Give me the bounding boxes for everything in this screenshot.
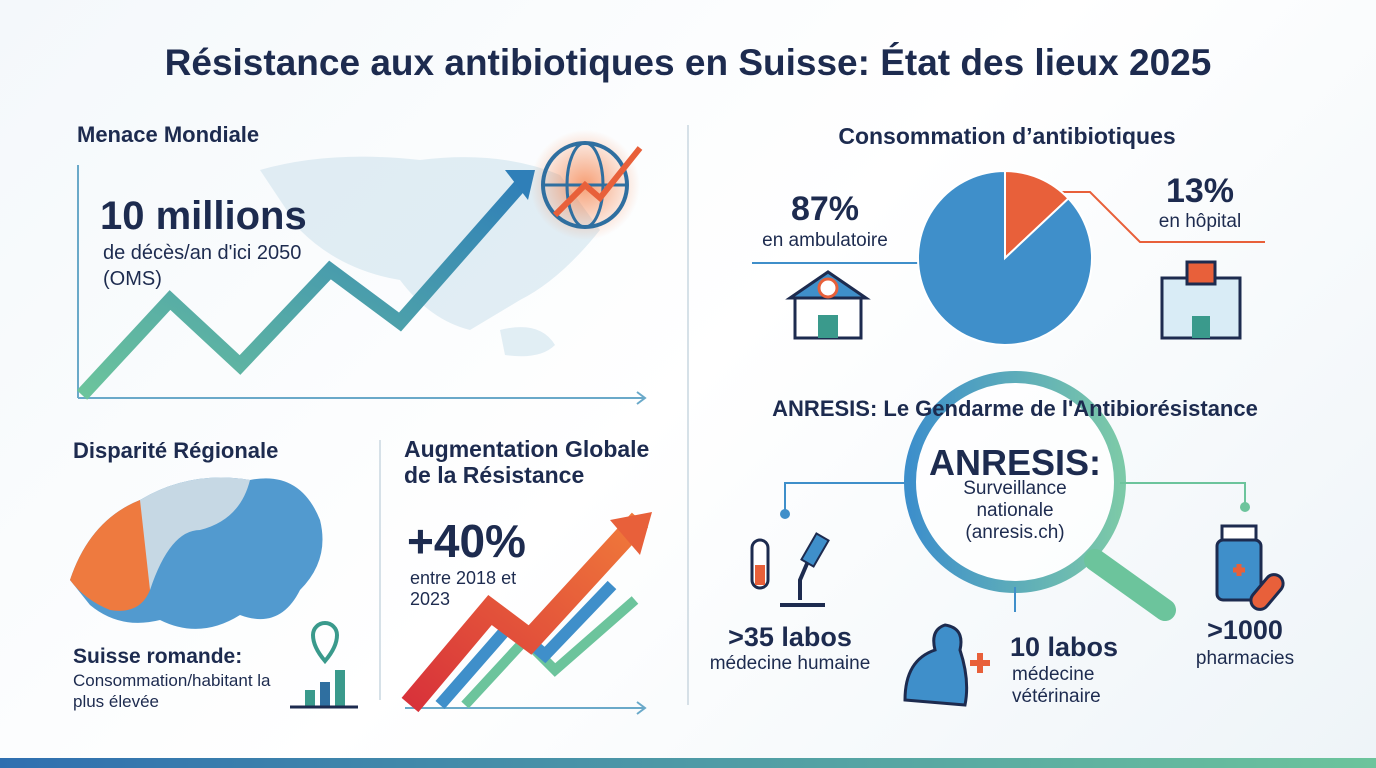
arrow-head (610, 512, 652, 555)
value-label: 87% (790, 190, 860, 228)
connector-dot (780, 509, 790, 519)
pin-icon (310, 621, 340, 665)
page-title: Résistance aux antibiotiques en Suisse: … (164, 42, 1212, 83)
slice-label: en hôpital (1158, 211, 1242, 232)
stat-figure: >35 labos (728, 622, 852, 652)
section-heading: Augmentation Globale de la Résistance (404, 436, 650, 489)
bar-icon (305, 690, 315, 706)
anresis-description: Surveillance nationale (anresis.ch) (963, 478, 1067, 543)
caption: de décès/an d'ici 2050 (OMS) (103, 242, 302, 290)
stat-figure: >1000 (1207, 615, 1283, 645)
connector (784, 482, 910, 512)
swiss-map (140, 477, 250, 590)
section-heading: Consommation d’antibiotiques (838, 123, 1176, 149)
caption: entre 2018 et 2023 (410, 568, 517, 609)
pill-icon (1249, 573, 1285, 611)
section-heading: ANRESIS: Le Gendarme de l'Antibiorésista… (772, 396, 1258, 421)
vet-cross-icon (970, 653, 990, 673)
stat-label: pharmacies (1195, 648, 1295, 669)
trend-line (401, 512, 649, 713)
swiss-map-romandie (70, 500, 154, 611)
pie-chart (917, 169, 1093, 346)
medicine-icon (1220, 524, 1258, 542)
stat-figure: 10 labos (1010, 632, 1119, 662)
globe-arrow (552, 146, 643, 218)
arrow-head (636, 701, 647, 715)
value-label: 13% (1165, 172, 1235, 210)
pie-slice (917, 169, 1093, 346)
bar-icon (320, 682, 330, 706)
arrow-head (636, 391, 647, 405)
medicine-icon (1233, 564, 1245, 576)
section-heading: Disparité Régionale (73, 438, 279, 463)
footer-bar (0, 758, 1376, 768)
test-tube-icon (755, 565, 765, 585)
caption: Consommation/habitant la plus élevée (73, 671, 271, 712)
clinic-icon (817, 277, 839, 299)
bar-icon (335, 670, 345, 706)
trend-line (76, 175, 531, 400)
hospital-icon (1192, 316, 1210, 338)
pie-slice (1004, 169, 1070, 261)
world-map (500, 327, 555, 357)
key-figure: +40% (407, 515, 526, 567)
clinic-icon (818, 315, 838, 338)
arrow-head (505, 170, 535, 200)
microscope-icon (800, 532, 830, 568)
stat-label: médecine vétérinaire (1012, 664, 1101, 707)
magnifier-handle (1084, 549, 1176, 621)
section-heading: Menace Mondiale (77, 122, 260, 147)
highlight: Suisse romande: (73, 645, 243, 668)
stat-label: médecine humaine (709, 653, 871, 674)
connector-dot (1240, 502, 1250, 512)
anresis-name: ANRESIS: (928, 442, 1102, 483)
slice-label: en ambulatoire (762, 230, 888, 251)
connector (1060, 191, 1265, 243)
hospital-icon (1185, 260, 1217, 286)
connector (1120, 482, 1246, 505)
dog-icon (903, 623, 969, 707)
key-figure: 10 millions (100, 194, 307, 238)
